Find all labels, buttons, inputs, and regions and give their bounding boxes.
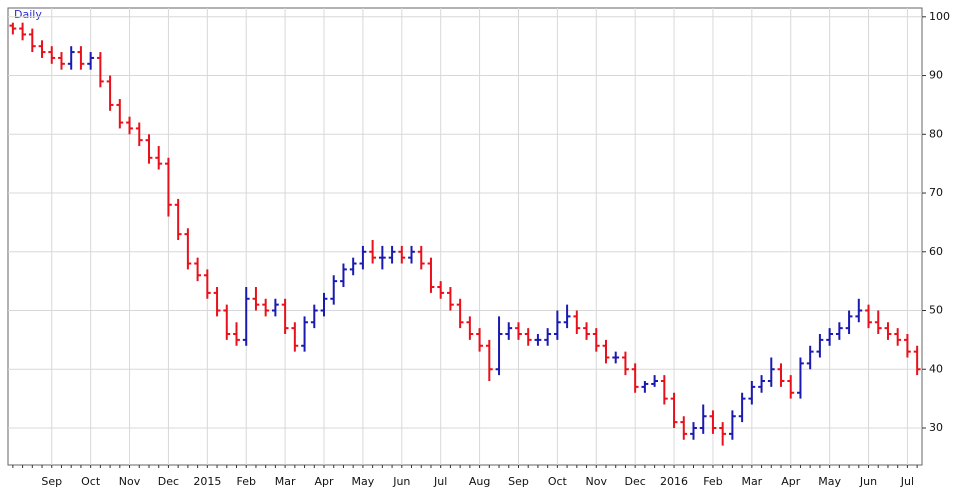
x-tick-label: Sep bbox=[41, 475, 62, 488]
y-tick-label: 100 bbox=[929, 10, 950, 23]
x-tick-label: May bbox=[818, 475, 841, 488]
x-tick-label: Nov bbox=[586, 475, 608, 488]
y-tick-label: 30 bbox=[929, 421, 943, 434]
y-tick-label: 50 bbox=[929, 304, 943, 317]
x-tick-label: Mar bbox=[275, 475, 296, 488]
x-tick-label: Jun bbox=[859, 475, 877, 488]
x-tick-label: Sep bbox=[508, 475, 529, 488]
x-tick-label: Mar bbox=[741, 475, 762, 488]
x-tick-label: Nov bbox=[119, 475, 141, 488]
x-tick-label: May bbox=[352, 475, 375, 488]
x-tick-label: Apr bbox=[314, 475, 334, 488]
x-tick-label: Jul bbox=[900, 475, 914, 488]
x-tick-label: Dec bbox=[625, 475, 646, 488]
x-tick-label: Apr bbox=[781, 475, 801, 488]
plot-frame bbox=[7, 7, 923, 466]
chart-title: Daily bbox=[14, 8, 42, 21]
y-tick-label: 90 bbox=[929, 69, 943, 82]
x-tick-label: Oct bbox=[81, 475, 101, 488]
x-tick-label: Feb bbox=[703, 475, 722, 488]
y-tick-label: 60 bbox=[929, 245, 943, 258]
x-tick-label: Feb bbox=[236, 475, 255, 488]
y-tick-label: 70 bbox=[929, 186, 943, 199]
x-tick-label: 2015 bbox=[193, 475, 221, 488]
x-tick-label: Oct bbox=[548, 475, 568, 488]
y-tick-label: 40 bbox=[929, 362, 943, 375]
x-tick-label: 2016 bbox=[660, 475, 688, 488]
x-tick-label: Jul bbox=[433, 475, 447, 488]
x-tick-label: Aug bbox=[469, 475, 490, 488]
y-tick-label: 80 bbox=[929, 127, 943, 140]
x-tick-label: Jun bbox=[392, 475, 410, 488]
x-tick-label: Dec bbox=[158, 475, 179, 488]
